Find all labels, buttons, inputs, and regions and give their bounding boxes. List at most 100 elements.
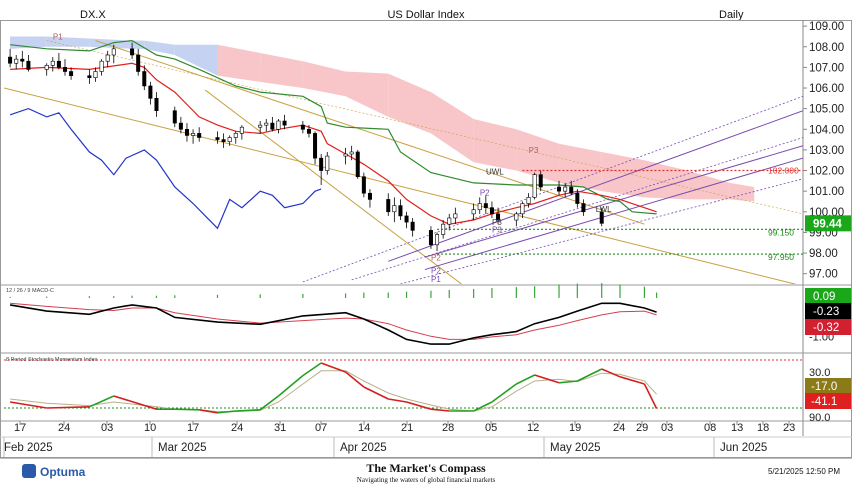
- pivot-annotation: P2: [431, 253, 441, 262]
- timestamp: 5/21/2025 12:50 PM: [767, 467, 840, 476]
- candle-body: [221, 139, 226, 142]
- x-axis-label: 28: [442, 422, 454, 434]
- smi-line-segment: [534, 374, 560, 384]
- price-panel: [4, 36, 803, 284]
- candle-body: [14, 58, 19, 64]
- x-axis-label: 05: [485, 422, 497, 434]
- chart-title: US Dollar Index: [387, 9, 465, 21]
- pivot-annotation: P3: [492, 225, 502, 234]
- smi-line-segment: [46, 406, 90, 409]
- candle-body: [483, 203, 488, 208]
- candle-body: [239, 126, 244, 134]
- candle-body: [514, 213, 519, 221]
- purple-pitchfork-line: [302, 95, 803, 283]
- candle-body: [435, 234, 440, 246]
- candle-body: [496, 213, 501, 221]
- x-axis-label: 17: [187, 422, 199, 434]
- last-price-label: 99.44: [813, 218, 842, 230]
- chart-frame: [0, 20, 852, 458]
- candle-body: [105, 54, 110, 62]
- smi-line-segment: [619, 376, 645, 385]
- smi-readout-label: -17.0: [811, 381, 837, 393]
- smi-axis-label: 30.0: [809, 367, 830, 379]
- candle-body: [154, 98, 159, 112]
- pivot-annotation: UWL: [486, 168, 504, 177]
- ichimoku-cloud-segment: [729, 182, 755, 202]
- smi-line-segment: [601, 368, 621, 378]
- candle-body: [184, 128, 189, 136]
- smi-line-segment: [515, 374, 535, 385]
- x-axis-label: 17: [14, 422, 26, 434]
- smi-line-segment: [113, 395, 157, 410]
- price-axis-label: 103.00: [809, 145, 844, 157]
- purple-pitchfork-line: [400, 178, 803, 284]
- candle-body: [386, 199, 391, 213]
- candle-body: [532, 174, 537, 198]
- smi-line-segment: [174, 408, 200, 411]
- price-axis-label: 104.00: [809, 124, 844, 136]
- x-axis-label: 14: [358, 422, 370, 434]
- candle-body: [569, 186, 574, 194]
- candle-body: [319, 157, 324, 171]
- candle-body: [453, 213, 458, 219]
- candle-body: [349, 151, 354, 155]
- smi-line-segment: [199, 409, 218, 414]
- x-axis-month-label: Feb 2025: [4, 442, 53, 454]
- ichimoku-cloud-segment: [516, 129, 560, 183]
- candle-body: [62, 67, 67, 72]
- candle-body: [428, 230, 433, 246]
- candle-body: [264, 122, 269, 126]
- purple-pitchfork-line: [388, 110, 803, 262]
- x-axis-label: 29: [636, 422, 648, 434]
- candle-body: [557, 186, 562, 192]
- price-level-label: 102.000: [768, 166, 799, 176]
- optuma-brand: Optuma: [40, 465, 86, 479]
- candle-body: [87, 75, 92, 79]
- macd-readout-box: [805, 288, 851, 304]
- smi-line-segment: [576, 368, 603, 382]
- candle-body: [258, 124, 263, 128]
- ichimoku-cloud-segment: [430, 92, 474, 163]
- candle-body: [233, 133, 238, 138]
- macd-title: 12 / 26 / 9 MACD-C: [6, 288, 54, 294]
- price-axis-label: 101.00: [809, 186, 844, 198]
- candle-body: [191, 133, 196, 136]
- smi-line-segment: [406, 401, 432, 410]
- ichimoku-cloud-segment: [217, 44, 261, 82]
- price-axis-label: 109.00: [809, 21, 844, 33]
- candle-body: [306, 128, 311, 134]
- candle-body: [325, 155, 330, 171]
- smi-line-segment: [430, 408, 450, 412]
- candle-body: [50, 60, 55, 66]
- purple-pitchfork-line: [424, 157, 803, 271]
- macd-readout-label: -0.23: [813, 306, 839, 318]
- candle-body: [172, 110, 177, 124]
- x-axis-label: 21: [401, 422, 413, 434]
- candle-body: [526, 197, 531, 204]
- candle-body: [44, 65, 49, 70]
- ichimoku-cloud-segment: [345, 71, 389, 117]
- x-axis-label: 12: [527, 422, 539, 434]
- footer-bar: Optuma The Market's Compass Navigating t…: [0, 458, 852, 489]
- smi-line-segment: [558, 380, 578, 384]
- x-axis-month-label: May 2025: [550, 442, 601, 454]
- x-axis-label: 08: [704, 422, 716, 434]
- chart-canvas[interactable]: 102.00099.15097.950P1P2P3P1P2P3UWLLWLP2P…: [0, 0, 852, 458]
- smi-signal-line: [10, 370, 657, 413]
- candle-body: [276, 120, 281, 130]
- candle-body: [581, 203, 586, 213]
- ichimoku-cloud-segment: [687, 170, 730, 200]
- smi-line-segment: [388, 398, 407, 403]
- smi-line-segment: [9, 401, 47, 409]
- pivot-annotation: P2: [431, 267, 441, 276]
- ichimoku-cloud-segment: [260, 52, 303, 89]
- x-axis-label: 31: [274, 422, 286, 434]
- smi-line-segment: [491, 383, 517, 403]
- price-level-label: 97.950: [768, 252, 794, 262]
- macd-readout-box: [805, 303, 851, 319]
- smi-line-segment: [643, 383, 658, 410]
- x-axis-label: 24: [231, 422, 243, 434]
- candle-body: [227, 137, 232, 142]
- candle-body: [69, 71, 74, 76]
- candle-body: [367, 192, 372, 200]
